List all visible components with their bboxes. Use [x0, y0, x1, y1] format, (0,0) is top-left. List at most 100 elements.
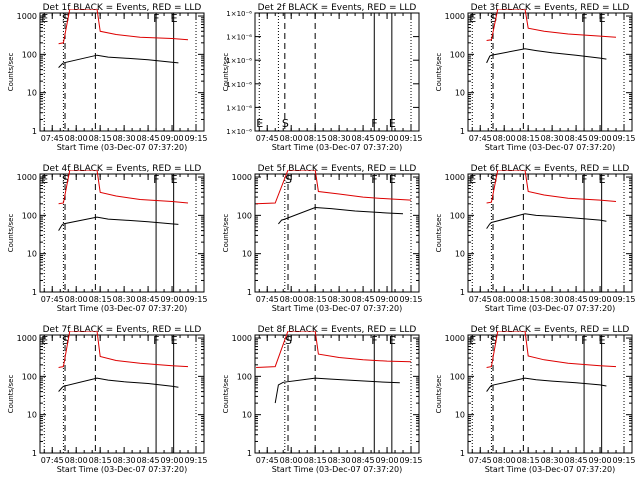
marker-label: E — [469, 334, 476, 347]
x-axis-label: Start Time (03-Dec-07 07:37:20) — [272, 465, 403, 474]
x-tick-label: 08:00 — [65, 134, 88, 143]
y-tick-label: 1000 — [17, 173, 37, 182]
x-tick-label: 08:30 — [541, 134, 564, 143]
x-tick-label: 07:45 — [469, 134, 492, 143]
marker-label: E — [171, 334, 178, 347]
panel-title: Det 9f BLACK = Events, RED = LLD — [471, 325, 630, 335]
x-tick-label: 08:15 — [517, 456, 540, 465]
marker-label: F — [581, 334, 587, 347]
marker-label: E — [389, 334, 396, 347]
x-tick-label: 07:45 — [256, 134, 279, 143]
plot-frame — [254, 12, 420, 132]
x-tick-label: 08:15 — [304, 456, 327, 465]
plot-frame — [467, 12, 633, 132]
y-tick-label: 1×10⁻⁶ — [226, 57, 252, 65]
x-tick-label: 08:45 — [352, 456, 375, 465]
marker-label: S — [285, 173, 292, 186]
y-tick-label: 100 — [237, 372, 252, 381]
x-tick-label: 09:00 — [161, 456, 184, 465]
y-tick-label: 10 — [242, 411, 252, 420]
y-tick-label: 10 — [27, 89, 37, 98]
plot-frame — [467, 173, 633, 293]
plot-frame — [254, 173, 420, 293]
y-tick-label: 10 — [242, 250, 252, 259]
y-tick-label: 1 — [460, 127, 465, 136]
x-tick-label: 08:00 — [65, 295, 88, 304]
x-tick-label: 07:45 — [469, 295, 492, 304]
marker-label: S — [62, 173, 69, 186]
y-tick-label: 1 — [247, 288, 252, 297]
series-events — [58, 377, 179, 392]
x-tick-label: 08:30 — [541, 456, 564, 465]
x-tick-label: 08:00 — [280, 295, 303, 304]
marker-label: F — [371, 334, 377, 347]
x-tick-label: 07:45 — [41, 295, 64, 304]
marker-label: S — [282, 117, 289, 130]
y-tick-label: 1×10⁻⁶ — [226, 81, 252, 89]
x-tick-label: 09:00 — [376, 295, 399, 304]
y-tick-label: 100 — [22, 372, 37, 381]
x-tick-label: 09:15 — [184, 456, 207, 465]
x-tick-label: 07:45 — [256, 295, 279, 304]
y-axis-label: Counts/sec — [435, 214, 443, 253]
marker-label: E — [389, 117, 396, 130]
marker-label: E — [256, 117, 263, 130]
marker-label: E — [599, 12, 606, 25]
x-tick-label: 08:45 — [565, 456, 588, 465]
series-lld — [486, 9, 617, 41]
y-tick-label: 1×10⁻⁶ — [226, 128, 252, 136]
x-tick-label: 08:15 — [304, 295, 327, 304]
y-tick-label: 1000 — [445, 173, 465, 182]
plot-frame — [254, 334, 420, 454]
x-tick-label: 09:00 — [589, 295, 612, 304]
marker-label: F — [153, 12, 159, 25]
plot-frame — [39, 173, 205, 293]
marker-label: F — [153, 173, 159, 186]
y-axis-label: Counts/sec — [222, 214, 230, 253]
y-axis-label: Counts/sec — [7, 375, 15, 414]
y-tick-label: 1 — [32, 127, 37, 136]
x-tick-label: 09:15 — [399, 456, 422, 465]
panel-title: Det 7f BLACK = Events, RED = LLD — [43, 325, 202, 335]
marker-label: F — [581, 173, 587, 186]
plot-frame — [39, 334, 205, 454]
series-events — [486, 48, 607, 64]
panel-title: Det 2f BLACK = Events, RED = LLD — [258, 3, 417, 13]
y-tick-label: 1000 — [232, 334, 252, 343]
marker-label: S — [62, 12, 69, 25]
marker-label: E — [599, 334, 606, 347]
x-tick-label: 08:15 — [89, 295, 112, 304]
marker-label: E — [599, 173, 606, 186]
x-tick-label: 08:15 — [517, 295, 540, 304]
x-tick-label: 09:00 — [589, 456, 612, 465]
x-tick-label: 08:45 — [352, 134, 375, 143]
y-tick-label: 100 — [450, 50, 465, 59]
y-tick-label: 100 — [22, 50, 37, 59]
y-tick-label: 100 — [450, 211, 465, 220]
marker-label: E — [41, 173, 48, 186]
x-tick-label: 08:00 — [493, 134, 516, 143]
y-tick-label: 10 — [27, 411, 37, 420]
plot-frame — [39, 12, 205, 132]
x-tick-label: 08:00 — [493, 456, 516, 465]
marker-label: S — [490, 12, 497, 25]
x-axis-label: Start Time (03-Dec-07 07:37:20) — [57, 143, 188, 152]
y-tick-label: 1000 — [232, 173, 252, 182]
marker-label: E — [469, 12, 476, 25]
x-tick-label: 08:30 — [113, 134, 136, 143]
panel-det-8f: Det 8f BLACK = Events, RED = LLD 1 10 100 10… — [222, 325, 423, 474]
series-lld — [58, 9, 189, 45]
panel-title: Det 1f BLACK = Events, RED = LLD — [43, 3, 202, 13]
marker-label: E — [171, 173, 178, 186]
series-events — [58, 216, 179, 231]
x-axis-label: Start Time (03-Dec-07 07:37:20) — [485, 465, 616, 474]
panel-det-9f: Det 9f BLACK = Events, RED = LLD 1 10 100 10… — [435, 325, 636, 474]
x-tick-label: 09:15 — [612, 134, 635, 143]
x-tick-label: 08:45 — [137, 134, 160, 143]
x-tick-label: 08:00 — [280, 456, 303, 465]
marker-label: F — [153, 334, 159, 347]
y-tick-label: 10 — [455, 250, 465, 259]
x-tick-label: 09:00 — [376, 456, 399, 465]
marker-label: E — [469, 173, 476, 186]
